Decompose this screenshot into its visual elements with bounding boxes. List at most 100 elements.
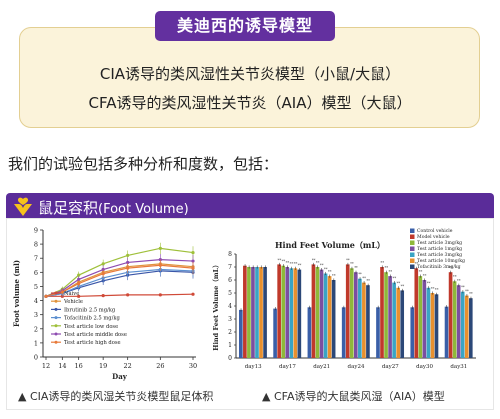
section-title: 鼠足容积(Foot Volume) xyxy=(38,199,189,217)
x-tick-label: day27 xyxy=(382,364,399,370)
x-tick-label: day17 xyxy=(279,364,296,370)
legend-label: Tofacitinib 2.5 mg/kg xyxy=(64,316,120,322)
significance-mark: ** xyxy=(324,267,328,271)
legend-label: Test article high dose xyxy=(64,340,121,346)
significance-mark: ** xyxy=(328,270,332,274)
induction-model-box xyxy=(19,27,480,128)
charts-panel xyxy=(6,218,494,410)
x-tick-label: 12 xyxy=(42,362,50,370)
bar xyxy=(247,267,251,358)
bar xyxy=(311,264,316,358)
significance-mark: ** xyxy=(320,264,324,268)
section-title-en: (Foot Volume) xyxy=(98,202,189,217)
y-tick-label: 4 xyxy=(34,297,38,305)
significance-mark: ** xyxy=(332,274,336,278)
bar xyxy=(418,276,423,358)
bar xyxy=(452,281,457,358)
y-tick-label: 8 xyxy=(34,241,38,249)
bar xyxy=(434,294,439,358)
significance-mark: ** xyxy=(461,286,465,290)
bar xyxy=(259,267,263,358)
bar xyxy=(460,291,465,358)
caption-cia: ▲ CIA诱导的类风湿关节炎模型鼠足体积 xyxy=(18,390,214,403)
significance-mark: ** xyxy=(366,279,370,283)
legend-label: Test article 10mg/kg xyxy=(417,258,465,264)
y-tick-label: 7 xyxy=(34,255,38,263)
bar xyxy=(331,280,336,358)
significance-mark: ** xyxy=(358,273,362,277)
significance-mark: ** xyxy=(278,258,282,262)
bar xyxy=(456,285,461,358)
bar xyxy=(277,264,281,358)
significance-mark: ** xyxy=(401,284,405,288)
bar xyxy=(430,293,435,358)
model-line-cia: CIA诱导的类风湿性关节炎模型（小鼠/大鼠） xyxy=(99,65,401,83)
legend-marker xyxy=(54,291,58,295)
data-point xyxy=(191,292,195,296)
y-tick-label: 4 xyxy=(228,303,232,310)
legend-label: Model vehicle xyxy=(417,234,450,240)
y-tick-label: 1 xyxy=(34,339,38,347)
significance-mark: ** xyxy=(431,287,435,291)
significance-mark: ** xyxy=(465,290,469,294)
legend-marker xyxy=(54,324,58,328)
y-tick-label: 1 xyxy=(228,342,232,349)
bar xyxy=(422,280,427,358)
y-tick-label: 5 xyxy=(34,283,38,291)
y-tick-label: 8 xyxy=(228,251,232,258)
data-point xyxy=(101,294,105,298)
significance-mark: ** xyxy=(423,274,427,278)
bar xyxy=(349,268,354,358)
significance-mark: ** xyxy=(449,266,453,270)
bar xyxy=(281,265,286,358)
legend-label: Ibrutinib 2.5 mg/kg xyxy=(64,307,116,313)
significance-mark: ** xyxy=(362,277,366,281)
x-tick-label: day24 xyxy=(348,364,365,370)
bar xyxy=(319,269,324,358)
caption-cfa: ▲ CFA诱导的大鼠类风湿（AIA）模型 xyxy=(262,390,445,403)
model-line-cfa: CFA诱导的类风湿性关节炎（AIA）模型（大鼠） xyxy=(88,94,412,112)
bar xyxy=(243,265,247,358)
significance-mark: ** xyxy=(427,282,431,286)
intro-text: 我们的试验包括多种分析和度数，包括： xyxy=(8,155,279,173)
x-tick-label: 22 xyxy=(124,362,132,370)
bar xyxy=(297,269,302,358)
bar xyxy=(380,267,384,358)
significance-mark: ** xyxy=(388,270,392,274)
legend-label: Test article 3mg/kg xyxy=(417,240,462,246)
bar xyxy=(410,307,415,358)
x-tick-label: 19 xyxy=(99,362,107,370)
y-tick-label: 9 xyxy=(34,227,38,235)
y-tick-label: 3 xyxy=(228,316,232,323)
significance-mark: ** xyxy=(380,261,384,265)
significance-mark: ** xyxy=(316,261,320,265)
legend-marker xyxy=(54,307,58,311)
legend-swatch xyxy=(410,240,415,245)
bar xyxy=(426,287,431,358)
y-tick-label: 2 xyxy=(228,329,232,336)
x-tick-label: day21 xyxy=(313,364,330,370)
legend-label: Control vehicle xyxy=(417,228,453,234)
legend-marker xyxy=(54,316,58,320)
bar xyxy=(400,290,405,358)
bar xyxy=(345,264,350,358)
bar xyxy=(239,309,243,358)
significance-mark: ** xyxy=(415,262,419,266)
bar xyxy=(468,298,473,358)
hand-heart-icon xyxy=(14,197,32,216)
significance-mark: ** xyxy=(354,266,358,270)
significance-mark: ** xyxy=(435,288,439,292)
bar xyxy=(285,267,290,358)
y-axis-label: Hind Feet Volume（mL） xyxy=(212,261,220,350)
data-point xyxy=(126,293,130,297)
significance-mark: ** xyxy=(397,282,401,286)
significance-mark: ** xyxy=(457,279,461,283)
significance-mark: ** xyxy=(298,264,302,268)
box-title: 美迪西的诱导模型 xyxy=(155,11,335,41)
bar xyxy=(444,306,449,358)
significance-mark: ** xyxy=(312,258,316,262)
bar xyxy=(366,285,370,358)
legend-label: Test article 3mg/kg xyxy=(417,252,462,258)
x-tick-label: 30 xyxy=(189,362,197,370)
